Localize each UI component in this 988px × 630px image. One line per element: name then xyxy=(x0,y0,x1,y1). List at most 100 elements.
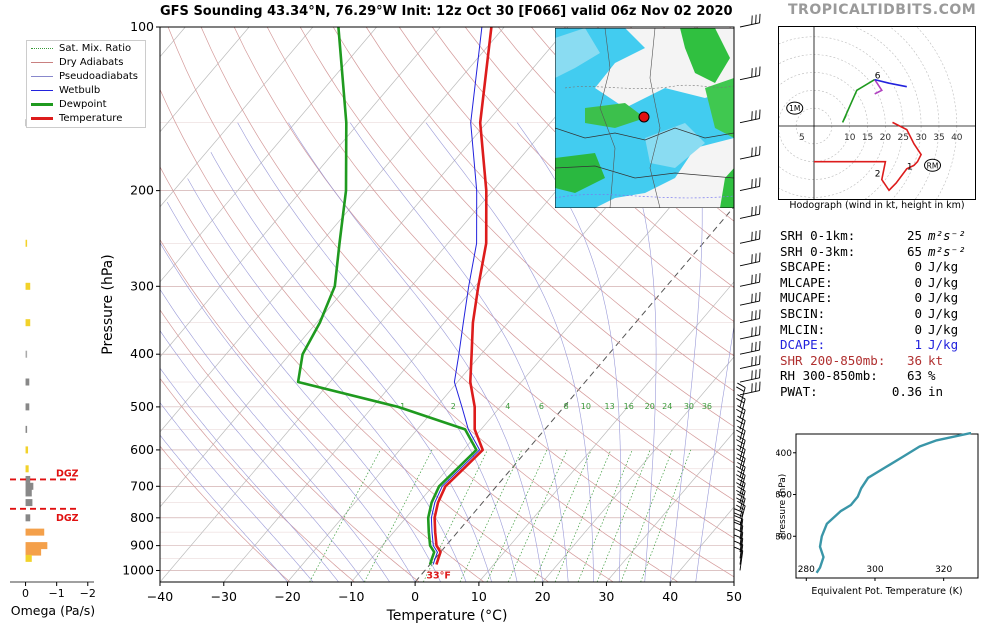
x-tick-label: 10 xyxy=(471,589,487,604)
wind-barb-icon xyxy=(736,453,746,478)
hodo-ring-label: 20 xyxy=(880,133,892,143)
wind-barb-icon xyxy=(736,405,746,430)
wind-barb-icon xyxy=(734,546,744,571)
wind-barb-icon xyxy=(739,309,761,324)
omega-tick-label: 0 xyxy=(22,587,29,600)
legend-item-temperature: Temperature xyxy=(31,112,122,125)
omega-bar xyxy=(25,403,30,411)
omega-bar xyxy=(25,475,31,483)
mixing-ratio-label: 20 xyxy=(645,402,655,411)
wind-barb-icon xyxy=(739,205,761,219)
x-tick-label: −10 xyxy=(338,589,364,604)
wind-barb-icon xyxy=(739,177,761,192)
theta-e-y-axis-label: Pressure (hPa) xyxy=(778,474,788,539)
stat-row: SHR 200-850mb: 36 kt xyxy=(780,352,944,368)
omega-axis-label: Omega (Pa/s) xyxy=(11,603,95,618)
hodo-ring-label: 15 xyxy=(862,133,873,143)
hodo-ring-label: 10 xyxy=(844,133,856,143)
theta-e-x-axis-label: Equivalent Pot. Temperature (K) xyxy=(811,586,962,597)
y-tick-label: 200 xyxy=(130,183,154,198)
inset-map[interactable] xyxy=(555,28,734,208)
hodo-trace xyxy=(841,78,876,123)
series-line-wetbulb xyxy=(430,27,483,565)
hodo-ring-label: 35 xyxy=(933,133,944,143)
omega-tick-label: −1 xyxy=(49,587,65,600)
y-tick-label: 500 xyxy=(130,399,154,414)
hodo-marker-label: 6 xyxy=(875,72,881,82)
x-axis-label: Temperature (°C) xyxy=(386,608,508,624)
theta-e-line xyxy=(815,432,972,574)
mixing-ratio-label: 10 xyxy=(581,402,591,411)
hodograph-caption: Hodograph (wind in kt, height in km) xyxy=(789,200,965,211)
y-axis-label: Pressure (hPa) xyxy=(100,254,116,354)
theta-e-y-tick-label: 600 xyxy=(776,491,792,501)
wind-barb-icon xyxy=(739,381,761,396)
hodo-marker-label: 2 xyxy=(875,169,881,179)
wind-barb-icon xyxy=(734,534,744,559)
omega-bar xyxy=(25,465,29,473)
wind-barb-icon xyxy=(739,355,761,369)
theta-e-y-tick-label: 800 xyxy=(776,532,792,542)
wind-barb-icon xyxy=(739,341,761,355)
mixing-ratio-label: 2 xyxy=(451,402,456,411)
location-marker-icon xyxy=(638,111,650,123)
y-tick-label: 1000 xyxy=(122,562,154,577)
omega-bar xyxy=(25,554,32,562)
hodo-trace xyxy=(814,121,923,192)
dgz-label: DGZ xyxy=(56,513,79,524)
stat-row: MUCAPE: 0 J/kg xyxy=(780,290,959,306)
series-line-temperature xyxy=(433,27,493,565)
dgz-label: DGZ xyxy=(56,468,79,479)
wind-barb-icon xyxy=(739,145,761,160)
mixing-ratio-label: 36 xyxy=(702,402,712,411)
x-tick-label: 40 xyxy=(662,589,678,604)
storm-motion-label: RM xyxy=(927,161,939,170)
omega-bar xyxy=(25,350,28,358)
omega-bar xyxy=(25,425,28,433)
brand-logo-text[interactable]: TROPICALTIDBITS.COM xyxy=(788,2,977,18)
x-tick-label: −40 xyxy=(147,589,173,604)
omega-bar xyxy=(25,239,28,247)
y-tick-label: 400 xyxy=(130,346,154,361)
x-tick-label: 30 xyxy=(598,589,614,604)
hodo-trace xyxy=(874,79,883,95)
x-tick-label: 50 xyxy=(726,589,742,604)
wind-barb-icon xyxy=(736,415,746,440)
storm-motion-marker xyxy=(924,158,942,172)
theta-e-x-tick-label: 280 xyxy=(798,565,815,575)
surface-temp-label: 33°F xyxy=(426,570,450,581)
mixing-ratio-label: 16 xyxy=(624,402,634,411)
legend-item-wetbulb: Wetbulb xyxy=(31,84,100,97)
omega-bar xyxy=(25,489,32,497)
legend-item-sat-mix-ratio: Sat. Mix. Ratio xyxy=(31,42,131,55)
legend-item-pseudoadiabats: Pseudoadiabats xyxy=(31,70,138,83)
wind-barb-icon xyxy=(736,486,746,511)
stat-row: MLCIN: 0 J/kg xyxy=(780,321,959,337)
mixing-ratio-label: 24 xyxy=(662,402,672,411)
stat-row: SRH 0-3km: 65 m²s⁻² xyxy=(780,243,966,259)
wind-barb-icon xyxy=(733,515,744,540)
x-tick-label: 0 xyxy=(411,589,419,604)
mixing-ratio-label: 6 xyxy=(539,402,544,411)
legend: Sat. Mix. Ratio Dry Adiabats Pseudoadiab… xyxy=(26,40,146,128)
wind-barb-icon xyxy=(734,521,744,546)
stat-row: SBCIN: 0 J/kg xyxy=(780,306,959,321)
wind-barb-icon xyxy=(739,230,761,244)
series-line-dewpoint xyxy=(296,27,478,565)
legend-item-dry-adiabats: Dry Adiabats xyxy=(31,56,123,69)
mixing-ratio-label: 4 xyxy=(505,402,510,411)
mixing-ratio-label: 30 xyxy=(684,402,694,411)
y-tick-label: 300 xyxy=(130,278,154,293)
theta-e-x-tick-label: 300 xyxy=(866,565,883,575)
theta-e-x-tick-label: 320 xyxy=(935,565,952,575)
y-tick-label: 600 xyxy=(130,442,154,457)
wind-barb-icon xyxy=(736,444,746,469)
wind-barb-icon xyxy=(739,252,761,267)
y-tick-label: 800 xyxy=(130,510,154,525)
stat-row: SBCAPE: 0 J/kg xyxy=(780,259,959,275)
page-title: GFS Sounding 43.34°N, 76.29°W Init: 12z … xyxy=(160,4,733,19)
omega-bar xyxy=(25,378,30,386)
theta-e-chart: 400 600 800 280 300 320 Equivalent Pot. Temper… xyxy=(776,432,979,597)
stat-row: MLCAPE: 0 J/kg xyxy=(780,274,959,290)
omega-bar xyxy=(25,482,34,490)
